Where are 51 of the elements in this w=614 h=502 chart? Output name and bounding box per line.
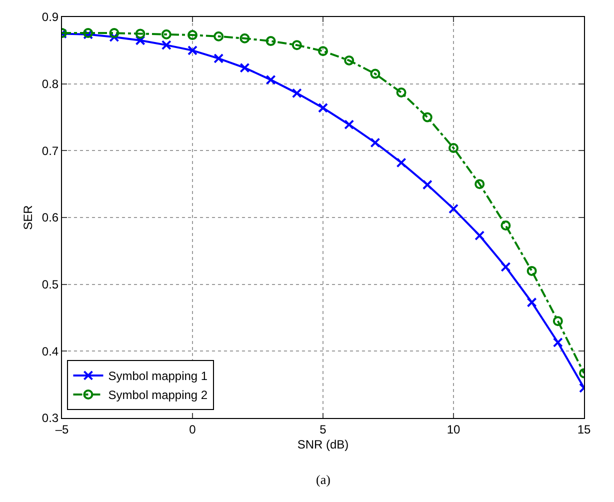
point (266, 74, 276, 85)
x-tick-label: 5 (320, 422, 327, 436)
point (474, 179, 485, 190)
point (370, 68, 380, 79)
y-tick-label: 0.8 (42, 77, 59, 92)
point (109, 32, 120, 42)
point (292, 40, 302, 50)
point (500, 220, 511, 231)
point (344, 55, 354, 66)
point (318, 46, 328, 56)
text: (a) (316, 472, 330, 487)
point (318, 102, 328, 113)
point (188, 45, 198, 56)
y-tick-label: 0.9 (42, 10, 59, 24)
point (135, 35, 146, 46)
point (552, 316, 563, 326)
point (370, 138, 380, 148)
x-tick-label: 15 (577, 422, 591, 436)
legend-label: Symbol mapping 1 (108, 369, 208, 384)
point (109, 28, 120, 38)
y-tick-label: 0.4 (42, 344, 59, 358)
point (292, 88, 302, 98)
x-tick-label: 0 (189, 422, 196, 436)
point (240, 33, 250, 44)
y-tick-label: 0.5 (42, 278, 59, 292)
x-tick-label: 10 (446, 422, 460, 436)
point (396, 158, 406, 168)
point (422, 180, 432, 190)
y-tick-label: 0.6 (42, 210, 59, 225)
point (188, 30, 198, 40)
point (240, 62, 250, 73)
point (396, 88, 406, 98)
point (161, 29, 172, 40)
point (552, 337, 563, 348)
point (214, 53, 224, 64)
point (526, 266, 537, 276)
point (214, 31, 224, 42)
point (135, 28, 146, 39)
point (422, 112, 432, 122)
point (161, 40, 172, 50)
point (500, 262, 511, 272)
point (266, 36, 276, 46)
x-axis-title: SNR (dB) (297, 437, 349, 452)
y-tick-label: 0.7 (42, 144, 59, 158)
y-axis-title: SER (21, 204, 36, 230)
point (448, 142, 458, 153)
point (344, 120, 354, 130)
legend-label: Symbol mapping 2 (108, 388, 208, 402)
point (448, 204, 458, 214)
point (474, 230, 485, 241)
point (526, 297, 537, 308)
